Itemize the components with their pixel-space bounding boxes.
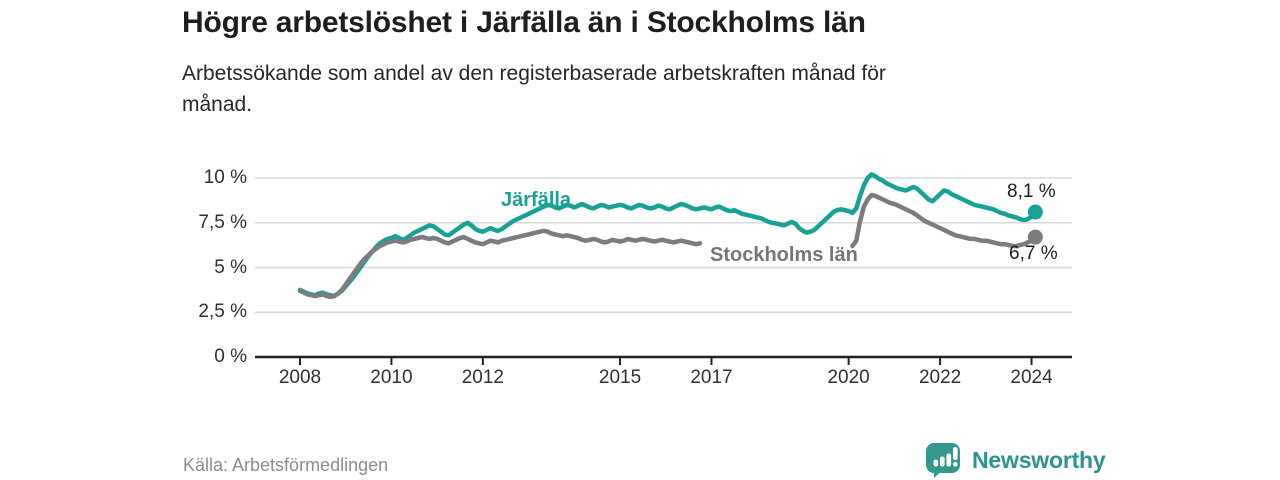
y-tick-label: 10 % [203,167,247,188]
x-tick-label: 2020 [827,367,870,388]
series-line-j-rf-lla [297,172,1038,299]
y-tick-label: 5 % [214,256,247,278]
source-note: Källa: Arbetsförmedlingen [183,455,389,475]
series-end-dot-stockholms-l-n [1027,229,1043,245]
series-end-dot-j-rf-lla [1027,204,1043,220]
chart-subtitle: Arbetssökande som andel av den registerb… [182,58,1042,120]
x-tick-label: 2017 [690,367,733,388]
end-value-label-jarfalla: 8,1 % [1007,181,1056,202]
x-tick-label: 2008 [278,367,322,388]
y-tick-label: 0 % [214,346,247,367]
chart-title: Högre arbetslöshet i Järfälla än i Stock… [182,6,866,39]
x-tick-label: 2012 [461,367,505,388]
series-label-jarfalla: Järfälla [501,189,572,211]
series-line-stockholms-l-n [850,192,1038,249]
end-value-label-stockholms-lan: 6,7 % [1009,243,1058,264]
newsworthy-logo[interactable]: Newsworthy [925,442,1106,479]
chart-subtitle-line-2: månad. [182,93,253,116]
series-line-stockholms-l-n [297,228,703,300]
series-label-stockholms-lan: Stockholms län [710,244,858,266]
chart-subtitle-line-1: Arbetssökande som andel av den registerb… [182,62,886,85]
newsworthy-logo-icon [926,443,960,478]
x-tick-label: 2015 [598,367,642,388]
y-tick-label: 7,5 % [198,211,247,233]
x-tick-label: 2022 [918,367,962,388]
x-tick-label: 2024 [1010,367,1053,388]
y-tick-label: 2,5 % [198,301,247,323]
newsworthy-wordmark: Newsworthy [972,447,1106,473]
x-tick-label: 2010 [370,367,413,388]
